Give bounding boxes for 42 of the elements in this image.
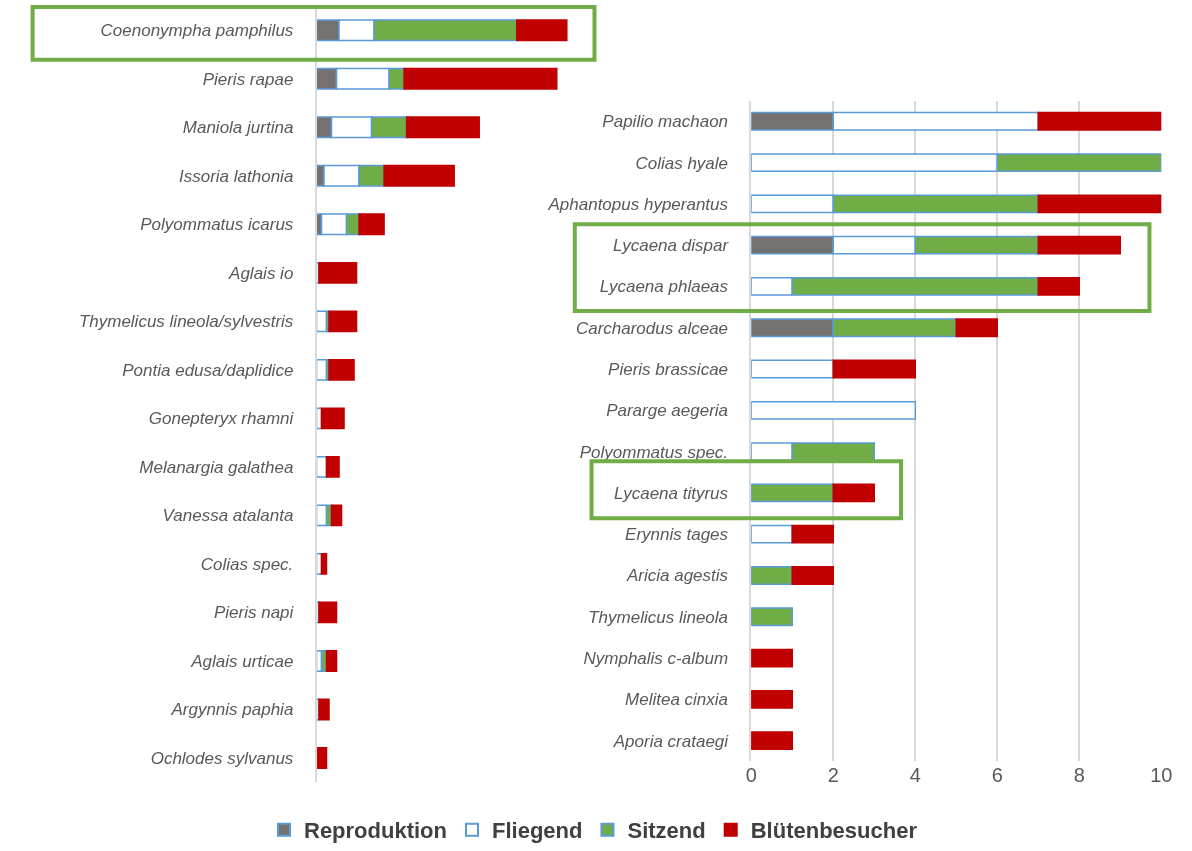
y-tick-label: Gonepteryx rhamni — [148, 409, 295, 429]
y-tick-label: Polyommatus icarus — [140, 215, 294, 235]
y-tick-label: Colias hyale — [635, 153, 729, 173]
y-tick-label: Colias spec. — [200, 554, 294, 574]
x-tick-label: 0 — [745, 764, 757, 787]
y-tick-label: Pararge aegeria — [606, 401, 729, 421]
legend-label: Fliegend — [492, 818, 583, 844]
y-tick-label: Vanessa atalanta — [162, 506, 294, 526]
x-tick-label: 2 — [827, 764, 839, 787]
y-tick-label: Melitea cinxia — [625, 690, 729, 710]
y-tick-label: Thymelicus lineola/sylvestris — [78, 312, 294, 332]
y-tick-label: Melanargia galathea — [139, 457, 294, 477]
x-tick-label: 6 — [991, 764, 1003, 787]
y-tick-label: Lycaena dispar — [613, 236, 730, 256]
y-tick-label: Lycaena phlaeas — [599, 277, 729, 297]
y-tick-label: Thymelicus lineola — [588, 607, 729, 627]
x-tick-label: 10 — [1150, 764, 1173, 787]
y-tick-label: Pieris brassicae — [608, 359, 729, 379]
x-tick-label: 8 — [1073, 764, 1085, 787]
legend-label: Sitzend — [627, 818, 706, 844]
y-tick-label: Aporia crataegi — [612, 731, 730, 751]
y-tick-label: Coenonympha pamphilus — [100, 21, 294, 41]
y-tick-label: Lycaena tityrus — [614, 483, 729, 503]
y-tick-label: Papilio machaon — [602, 112, 729, 132]
x-tick-label: 4 — [909, 764, 921, 787]
y-tick-label: Nymphalis c-album — [583, 649, 729, 669]
legend-label: Reproduktion — [304, 818, 447, 844]
y-tick-label: Erynnis tages — [625, 525, 729, 545]
y-tick-label: Pieris napi — [213, 603, 295, 623]
y-tick-label: Aricia agestis — [625, 566, 729, 586]
y-tick-label: Carcharodus alceae — [575, 318, 729, 338]
y-tick-label: Aphantopus hyperantus — [547, 194, 729, 214]
y-tick-label: Aglais io — [228, 263, 294, 283]
y-tick-label: Ochlodes sylvanus — [150, 748, 294, 768]
y-tick-label: Polyommatus spec. — [579, 442, 729, 462]
y-tick-label: Maniola jurtina — [182, 118, 294, 138]
legend-label: Blütenbesucher — [750, 818, 918, 844]
y-tick-label: Pieris rapae — [202, 69, 294, 89]
y-tick-label: Aglais urticae — [190, 651, 294, 671]
y-tick-label: Issoria lathonia — [179, 166, 294, 186]
y-tick-label: Pontia edusa/daplidice — [122, 360, 294, 380]
y-tick-label: Argynnis paphia — [170, 700, 294, 720]
